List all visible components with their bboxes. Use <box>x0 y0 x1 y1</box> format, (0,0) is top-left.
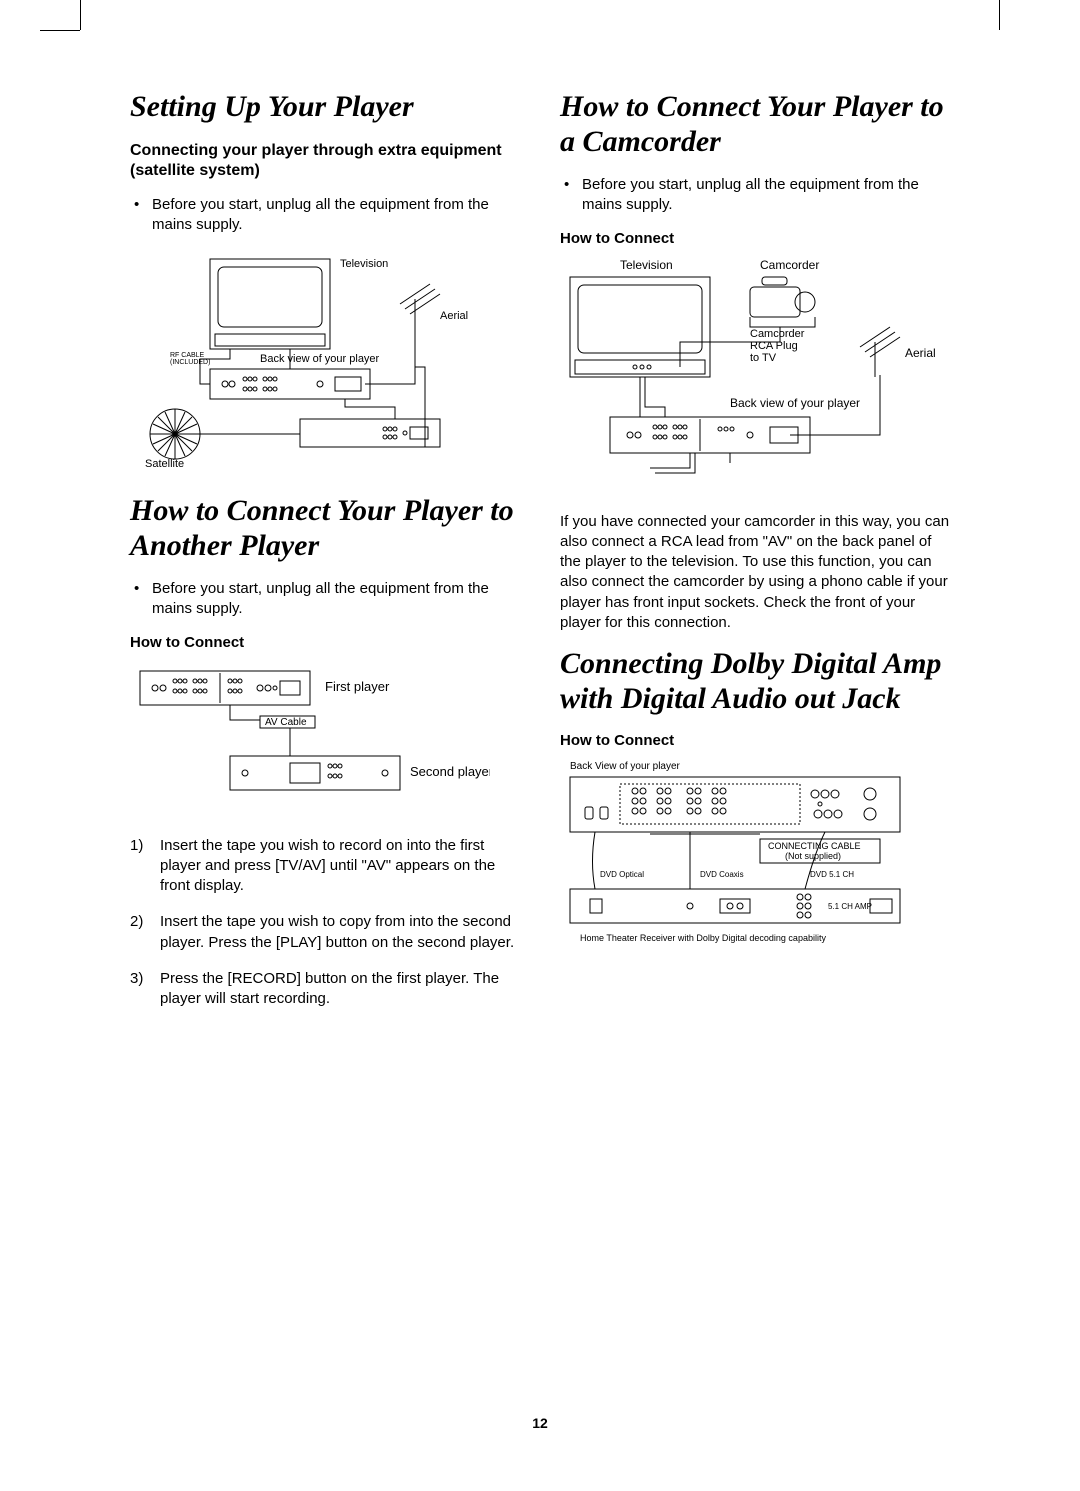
howto-heading: How to Connect <box>130 634 520 651</box>
step-item: Insert the tape you wish to copy from in… <box>160 912 520 953</box>
label-backview: Back view of your player <box>260 353 380 365</box>
label-av-cable: AV Cable <box>265 717 307 728</box>
step-item: Press the [RECORD] button on the first p… <box>160 969 520 1010</box>
label-satellite: Satellite <box>145 458 184 469</box>
label-optical: DVD Optical <box>600 870 644 879</box>
bullet-list: Before you start, unplug all the equipme… <box>560 175 950 216</box>
label-backview: Back View of your player <box>570 761 681 772</box>
bullet-list: Before you start, unplug all the equipme… <box>130 579 520 620</box>
svg-text:Camcorder: Camcorder <box>750 328 805 340</box>
heading-another-player: How to Connect Your Player to Another Pl… <box>130 494 520 563</box>
page-content: Setting Up Your Player Connecting your p… <box>130 90 950 1391</box>
howto-heading: How to Connect <box>560 732 950 749</box>
label-rfcable: RF CABLE <box>170 352 205 359</box>
left-column: Setting Up Your Player Connecting your p… <box>130 90 520 1391</box>
steps-list: Insert the tape you wish to record on in… <box>130 836 520 1010</box>
label-first-player: First player <box>325 679 390 694</box>
heading-camcorder: How to Connect Your Player to a Camcorde… <box>560 90 950 159</box>
diagram-satellite: Television Aerial <box>130 249 520 474</box>
svg-text:(INCLUDED): (INCLUDED) <box>170 359 210 366</box>
label-amp: 5.1 CH AMP <box>828 902 872 911</box>
label-ch: DVD 5.1 CH <box>810 870 854 879</box>
subheading-satellite: Connecting your player through extra equ… <box>130 141 520 181</box>
step-item: Insert the tape you wish to record on in… <box>160 836 520 897</box>
label-second-player: Second player <box>410 764 490 779</box>
heading-setting-up: Setting Up Your Player <box>130 90 520 125</box>
diagram-dolby: Back View of your player <box>560 759 950 954</box>
label-backview: Back view of your player <box>730 396 860 410</box>
label-aerial: Aerial <box>905 346 936 360</box>
paragraph-camcorder: If you have connected your camcorder in … <box>560 512 950 634</box>
diagram-camcorder: Television Camcorder Camcorder <box>560 257 950 492</box>
svg-text:to TV: to TV <box>750 352 777 364</box>
bullet-item: Before you start, unplug all the equipme… <box>152 195 520 236</box>
label-footer: Home Theater Receiver with Dolby Digital… <box>580 933 826 943</box>
svg-text:CONNECTING CABLE: CONNECTING CABLE <box>768 841 861 851</box>
svg-text:(Not supplied): (Not supplied) <box>785 851 841 861</box>
page-number: 12 <box>0 1415 1080 1431</box>
bullet-item: Before you start, unplug all the equipme… <box>582 175 950 216</box>
label-television: Television <box>340 258 388 270</box>
heading-dolby: Connecting Dolby Digital Amp with Digita… <box>560 647 950 716</box>
bullet-list: Before you start, unplug all the equipme… <box>130 195 520 236</box>
label-camcorder: Camcorder <box>760 258 819 272</box>
howto-heading: How to Connect <box>560 230 950 247</box>
bullet-item: Before you start, unplug all the equipme… <box>152 579 520 620</box>
diagram-two-players: First player AV Cable Second player <box>130 661 520 816</box>
label-television: Television <box>620 258 673 272</box>
label-coaxial: DVD Coaxis <box>700 870 744 879</box>
right-column: How to Connect Your Player to a Camcorde… <box>560 90 950 1391</box>
label-aerial: Aerial <box>440 310 468 322</box>
